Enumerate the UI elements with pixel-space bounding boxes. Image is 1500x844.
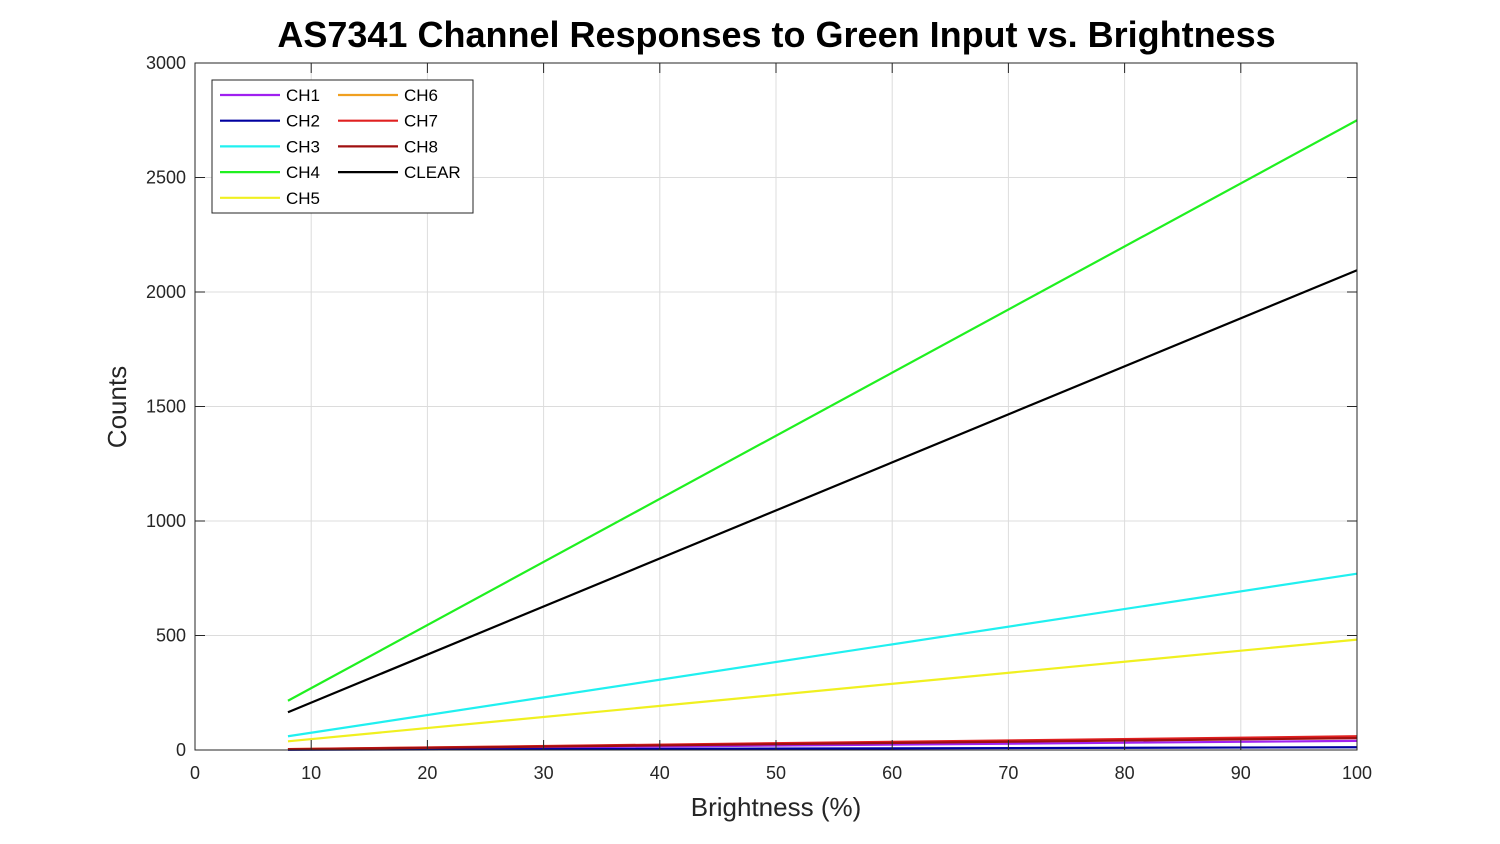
series-line-clear	[287, 269, 1358, 714]
series-line-ch5	[287, 638, 1358, 743]
legend-label: CH8	[404, 137, 438, 156]
legend-label: CH2	[286, 112, 320, 131]
x-tick-label: 60	[882, 763, 902, 783]
legend-item-ch8: CH8	[338, 137, 438, 156]
y-tick-label: 500	[156, 626, 186, 646]
series-lines	[287, 119, 1358, 751]
y-tick-label: 1000	[146, 511, 186, 531]
x-tick-label: 0	[190, 763, 200, 783]
legend-label: CH6	[404, 86, 438, 105]
tick-labels: 0 10 20 30 40 50 60 70 80 90 100050010001500200025…	[146, 53, 1372, 783]
legend-label: CH7	[404, 112, 438, 131]
x-tick-label: 20	[417, 763, 437, 783]
chart-title: AS7341 Channel Responses to Green Input …	[277, 14, 1276, 55]
x-tick-label: 100	[1342, 763, 1372, 783]
x-tick-label: 50	[766, 763, 786, 783]
legend-item-ch3: CH3	[220, 137, 320, 156]
grid	[195, 63, 1357, 750]
series-line-ch4	[287, 119, 1358, 702]
legend-label: CH4	[286, 163, 320, 182]
x-tick-label: 90	[1231, 763, 1251, 783]
x-tick-label: 30	[534, 763, 554, 783]
axes	[194, 62, 1358, 751]
legend-label: CH3	[286, 137, 320, 156]
y-tick-label: 1500	[146, 397, 186, 417]
x-tick-label: 10	[301, 763, 321, 783]
legend-label: CH5	[286, 189, 320, 208]
series-line-ch8	[287, 736, 1358, 751]
legend-item-ch4: CH4	[220, 163, 320, 182]
y-tick-label: 3000	[146, 53, 186, 73]
series-line-ch3	[287, 572, 1358, 738]
legend-item-ch5: CH5	[220, 189, 320, 208]
x-axis-label: Brightness (%)	[691, 792, 862, 822]
legend: CH1 CH2 CH3 CH4 CH5 CH6 CH7 CH8 CLEAR	[211, 79, 474, 214]
y-tick-label: 0	[176, 740, 186, 760]
y-tick-label: 2000	[146, 282, 186, 302]
y-axis-label: Counts	[102, 366, 132, 448]
series-line-ch2	[287, 746, 1358, 751]
legend-label: CH1	[286, 86, 320, 105]
legend-item-ch7: CH7	[338, 112, 438, 131]
x-tick-label: 40	[650, 763, 670, 783]
y-tick-label: 2500	[146, 168, 186, 188]
x-tick-label: 80	[1115, 763, 1135, 783]
x-tick-label: 70	[998, 763, 1018, 783]
legend-item-ch1: CH1	[220, 86, 320, 105]
legend-label: CLEAR	[404, 163, 461, 182]
legend-item-ch2: CH2	[220, 112, 320, 131]
legend-item-clear: CLEAR	[338, 163, 461, 182]
legend-item-ch6: CH6	[338, 86, 438, 105]
